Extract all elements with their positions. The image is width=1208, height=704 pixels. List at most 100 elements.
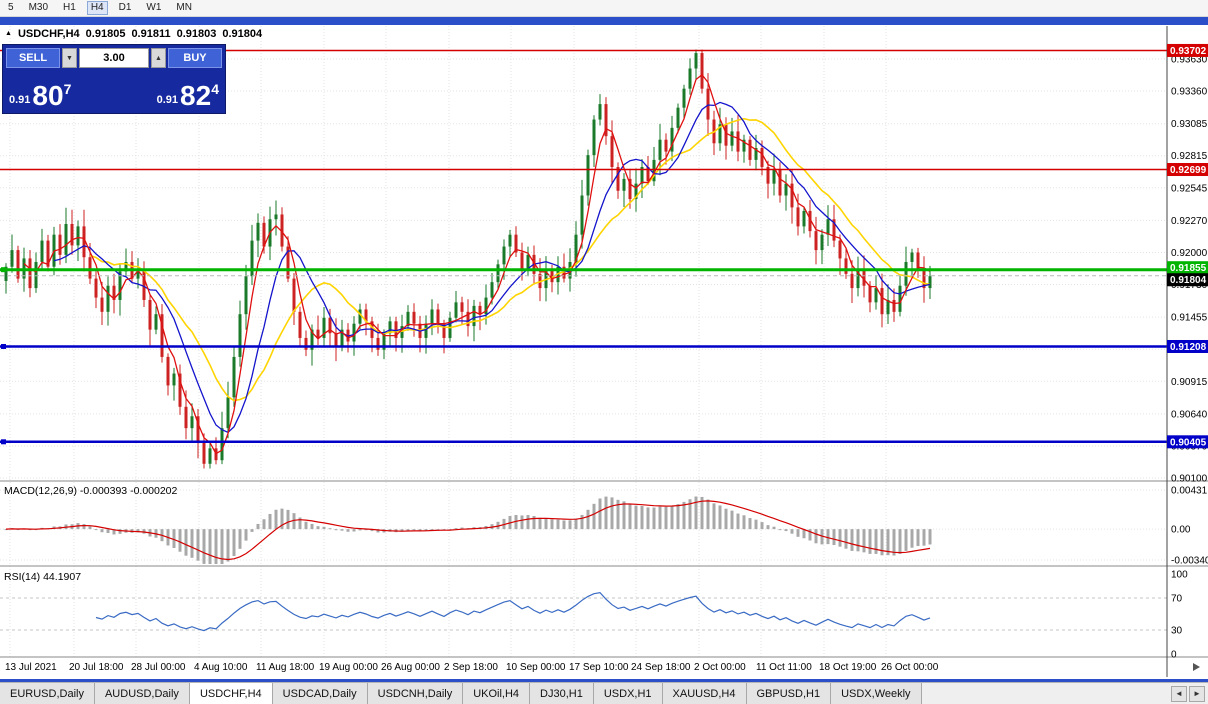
ask-price-display[interactable]: 0.91 82 4 xyxy=(157,70,219,110)
scroll-to-end-icon[interactable] xyxy=(1193,663,1200,671)
macd-signal-line xyxy=(5,500,931,561)
svg-text:0.92545: 0.92545 xyxy=(1171,183,1208,194)
bid-price-display[interactable]: 0.91 80 7 xyxy=(9,70,71,110)
price-tag xyxy=(1167,435,1208,449)
moving-averages xyxy=(23,73,931,455)
svg-text:0.00431: 0.00431 xyxy=(1171,486,1208,497)
volume-decrease-button[interactable]: ▼ xyxy=(62,48,77,68)
time-label: 20 Jul 18:00 xyxy=(69,662,124,673)
timeframe-button-H4[interactable]: H4 xyxy=(86,1,108,15)
sell-button[interactable]: SELL xyxy=(6,48,60,68)
time-label: 28 Jul 00:00 xyxy=(131,662,186,673)
svg-text:0.91804: 0.91804 xyxy=(1170,275,1207,286)
bottom-window-border xyxy=(0,679,1208,682)
svg-text:0.91855: 0.91855 xyxy=(1170,263,1207,274)
ma-line-fast xyxy=(23,73,931,455)
ohlc-high: 0.91811 xyxy=(131,28,171,40)
chart-symbol-period: USDCHF,H4 xyxy=(17,28,80,40)
svg-text:0.93630: 0.93630 xyxy=(1171,55,1208,66)
time-label: 17 Sep 10:00 xyxy=(569,662,629,673)
time-label: 13 Jul 2021 xyxy=(5,662,57,673)
time-label: 11 Aug 18:00 xyxy=(256,662,315,673)
ma-line-medium xyxy=(53,101,931,434)
tab-scroll-left-button[interactable]: ◄ xyxy=(1171,685,1187,702)
svg-text:0.93085: 0.93085 xyxy=(1171,119,1208,130)
price-tag xyxy=(1167,43,1208,57)
chart-tab-gbpusd-h1[interactable]: GBPUSD,H1 xyxy=(746,683,832,704)
svg-text:0.91208: 0.91208 xyxy=(1170,342,1207,353)
chart-tab-audusd-daily[interactable]: AUDUSD,Daily xyxy=(94,683,190,704)
svg-text:0.90405: 0.90405 xyxy=(1170,437,1207,448)
svg-text:100: 100 xyxy=(1171,570,1188,581)
svg-text:0.92270: 0.92270 xyxy=(1171,216,1208,227)
timeframe-button-W1[interactable]: W1 xyxy=(142,1,165,15)
time-label: 4 Aug 10:00 xyxy=(194,662,248,673)
time-label: 19 Aug 00:00 xyxy=(319,662,378,673)
chart-tab-dj30-h1[interactable]: DJ30,H1 xyxy=(530,683,594,704)
macd-label: MACD(12,26,9) -0.000393 -0.000202 xyxy=(4,485,178,497)
svg-text:0.93702: 0.93702 xyxy=(1170,46,1207,57)
price-tag xyxy=(1167,163,1208,177)
price-axis[interactable]: 0.93630 0.93360 0.93085 0.92815 0.92545 0.922… xyxy=(1171,55,1208,661)
timeframe-button-M30[interactable]: M30 xyxy=(25,1,52,15)
chart-tabs-bar: EURUSD,Daily AUDUSD,Daily USDCHF,H4 USDCAD,… xyxy=(0,682,1208,704)
buy-button[interactable]: BUY xyxy=(168,48,222,68)
chart-tab-eurusd-daily[interactable]: EURUSD,Daily xyxy=(0,683,95,704)
rsi-line xyxy=(95,591,931,632)
time-label: 24 Sep 18:00 xyxy=(631,662,691,673)
ma-line-slow xyxy=(89,117,931,402)
ask-price-big-digits: 82 xyxy=(180,80,212,111)
chart-tab-usdcnh-daily[interactable]: USDCNH,Daily xyxy=(367,683,464,704)
svg-text:70: 70 xyxy=(1171,594,1183,605)
chart-tab-usdcad-daily[interactable]: USDCAD,Daily xyxy=(272,683,368,704)
svg-text:0.92815: 0.92815 xyxy=(1171,151,1208,162)
one-click-trading-panel: SELL ▼ ▲ BUY 0.91 80 7 0.91 82 4 xyxy=(2,44,226,114)
ohlc-open: 0.91805 xyxy=(85,28,126,40)
svg-text:0.91455: 0.91455 xyxy=(1171,313,1208,324)
chart-tab-usdchf-h4[interactable]: USDCHF,H4 xyxy=(189,683,273,704)
svg-text:0.90640: 0.90640 xyxy=(1171,409,1208,420)
ask-price-pip-digit: 4 xyxy=(211,81,219,97)
volume-input[interactable] xyxy=(79,48,149,68)
svg-text:0.92699: 0.92699 xyxy=(1170,165,1207,176)
svg-text:0.92000: 0.92000 xyxy=(1171,248,1208,259)
chart-tab-ukoil-h4[interactable]: UKOil,H4 xyxy=(463,683,531,704)
bid-price-prefix: 0.91 xyxy=(9,94,31,106)
rsi-label: RSI(14) 44.1907 xyxy=(4,571,81,583)
macd-panel xyxy=(0,489,1167,564)
time-axis[interactable]: 13 Jul 2021 20 Jul 18:00 28 Jul 00:00 4 Aug… xyxy=(5,662,1200,673)
ask-price-prefix: 0.91 xyxy=(156,94,179,106)
volume-increase-button[interactable]: ▲ xyxy=(151,48,166,68)
svg-text:30: 30 xyxy=(1171,626,1183,637)
timeframe-button-D1[interactable]: D1 xyxy=(115,1,136,15)
chart-tab-usdx-h1[interactable]: USDX,H1 xyxy=(593,683,663,704)
timeframe-button-MN[interactable]: MN xyxy=(172,1,196,15)
chart-title: ▲ USDCHF,H4 0.91805 0.91811 0.91803 0.91… xyxy=(5,28,262,40)
price-tag xyxy=(1167,339,1208,353)
horizontal-lines xyxy=(0,49,1167,445)
timeframe-button-5[interactable]: 5 xyxy=(4,1,18,15)
price-tag xyxy=(1167,261,1208,275)
svg-text:0.90100: 0.90100 xyxy=(1171,474,1208,485)
time-label: 10 Sep 00:00 xyxy=(506,662,566,673)
svg-text:0.93360: 0.93360 xyxy=(1171,87,1208,98)
chart-tab-xauusd-h4[interactable]: XAUUSD,H4 xyxy=(662,683,747,704)
time-label: 11 Oct 11:00 xyxy=(756,662,812,673)
timeframe-toolbar: 5 M30 H1 H4 D1 W1 MN xyxy=(0,0,1208,17)
bid-price-big-digits: 80 xyxy=(32,80,64,111)
ohlc-low: 0.91803 xyxy=(176,28,217,40)
gridlines xyxy=(0,26,1167,657)
rsi-panel xyxy=(0,591,1167,632)
collapse-arrow-icon[interactable]: ▲ xyxy=(5,29,12,37)
time-label: 2 Sep 18:00 xyxy=(444,662,498,673)
tab-scroll-right-button[interactable]: ► xyxy=(1189,685,1205,702)
time-label: 2 Oct 00:00 xyxy=(694,662,746,673)
bid-price-pip-digit: 7 xyxy=(63,81,72,97)
indicator-labels: MACD(12,26,9) -0.000393 -0.000202 RSI(14)… xyxy=(4,485,178,583)
timeframe-button-H1[interactable]: H1 xyxy=(59,1,80,15)
chart-tab-usdx-weekly[interactable]: USDX,Weekly xyxy=(831,683,922,704)
time-label: 26 Aug 00:00 xyxy=(381,662,440,673)
price-tag xyxy=(1167,273,1208,287)
